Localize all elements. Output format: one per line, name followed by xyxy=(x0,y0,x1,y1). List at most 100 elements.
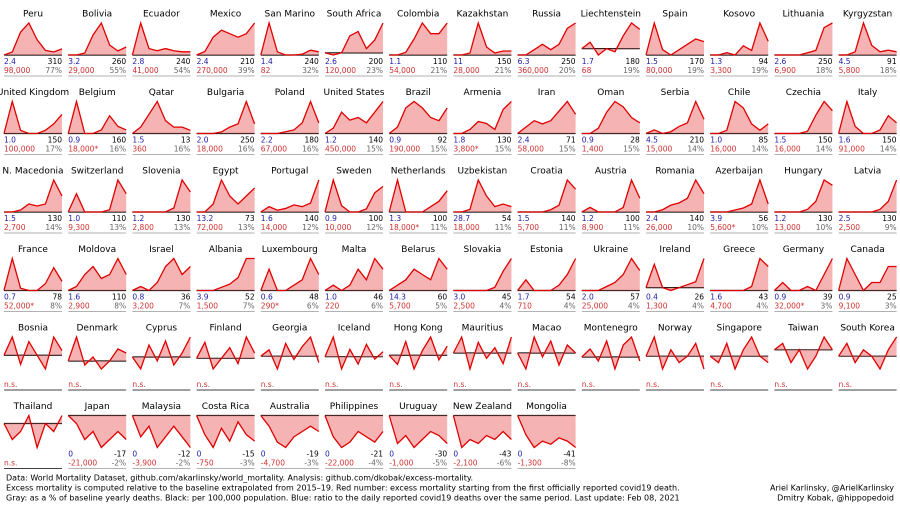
excess-area xyxy=(838,101,897,134)
excess-area xyxy=(389,23,448,55)
excess-pct: 15% xyxy=(559,145,576,154)
per-100k: -17 xyxy=(114,450,126,459)
per-100k: 150 xyxy=(48,136,63,145)
excess-deaths: 8,900 xyxy=(582,223,604,232)
excess-area xyxy=(4,180,62,212)
excess-area xyxy=(710,101,769,134)
excess-pct: 10% xyxy=(687,223,704,232)
excess-pct: 10% xyxy=(752,223,769,232)
excess-deaths: 120,000 xyxy=(325,66,356,75)
excess-pct: -8% xyxy=(561,459,576,468)
excess-line xyxy=(453,258,512,292)
excess-area xyxy=(453,23,512,55)
excess-pct: 16% xyxy=(238,145,255,154)
per-100k: 92 xyxy=(438,136,448,145)
ratio: 0.9 xyxy=(839,293,851,302)
excess-line xyxy=(774,179,833,213)
excess-deaths: 54,000 xyxy=(389,66,415,75)
excess-line xyxy=(68,21,127,56)
ratio: 2.2 xyxy=(261,136,273,145)
excess-line xyxy=(4,178,63,213)
per-100k: 57 xyxy=(630,293,640,302)
excess-line xyxy=(710,100,769,135)
excess-pct: 11% xyxy=(495,223,512,232)
excess-deaths: 6,900 xyxy=(774,66,796,75)
excess-deaths: 2,900 xyxy=(68,302,90,311)
excess-pct: 16% xyxy=(110,145,127,154)
excess-pct: 15% xyxy=(495,145,512,154)
excess-area xyxy=(4,101,62,134)
ratio: 4.5 xyxy=(839,57,851,66)
ratio: 0 xyxy=(518,450,523,459)
country-name: Ireland xyxy=(659,245,690,255)
country-name: N. Macedonia xyxy=(2,167,63,177)
credit: Ariel Karlinsky, @ArielKarlinsky xyxy=(770,484,894,493)
per-100k: 91 xyxy=(887,57,897,66)
country-name: Italy xyxy=(858,88,878,98)
excess-line xyxy=(67,98,127,135)
excess-area xyxy=(325,415,383,448)
excess-line xyxy=(453,178,512,213)
excess-deaths: 2,800 xyxy=(132,223,154,232)
excess-pct: 14% xyxy=(687,145,704,154)
excess-line xyxy=(452,335,513,372)
excess-deaths: 18,000* xyxy=(389,223,419,232)
excess-line xyxy=(710,178,769,213)
country-name: Hungary xyxy=(784,167,823,177)
excess-deaths: 1,500 xyxy=(197,302,219,311)
excess-area xyxy=(710,180,769,212)
per-100k: 130 xyxy=(48,214,63,223)
ratio: 0.9 xyxy=(582,136,594,145)
not-significant: n.s. xyxy=(261,380,274,389)
ratio: 1.5 xyxy=(646,57,658,66)
excess-deaths: 18,000* xyxy=(68,145,98,154)
country-name: Estonia xyxy=(530,245,563,255)
country-name: South Africa xyxy=(327,10,382,20)
per-100k: 130 xyxy=(176,214,191,223)
country-name: Switzerland xyxy=(71,167,124,177)
excess-area xyxy=(132,180,191,212)
per-100k: 210 xyxy=(690,136,705,145)
excess-line xyxy=(3,413,63,450)
excess-pct: 12% xyxy=(366,223,383,232)
excess-area xyxy=(581,258,640,291)
excess-pct: 11% xyxy=(431,223,448,232)
country-name: Finland xyxy=(210,324,242,334)
excess-area xyxy=(710,23,769,55)
excess-deaths: 67,000 xyxy=(261,145,287,154)
excess-deaths: 32,000* xyxy=(774,302,804,311)
excess-pct: 39% xyxy=(238,66,255,75)
excess-area xyxy=(4,337,62,369)
country-name: Hong Kong xyxy=(394,324,443,334)
ratio: 3.0 xyxy=(453,293,465,302)
not-significant: n.s. xyxy=(4,380,17,389)
excess-deaths: -2,100 xyxy=(453,459,477,468)
excess-area xyxy=(581,23,640,55)
excess-pct: 7% xyxy=(243,302,255,311)
ratio: 3.9 xyxy=(197,293,209,302)
ratio: 1.5 xyxy=(132,136,144,145)
per-100k: 54 xyxy=(502,214,512,223)
excess-deaths: 16,000 xyxy=(710,145,736,154)
per-100k: 130 xyxy=(497,136,512,145)
excess-line xyxy=(196,99,256,135)
excess-pct: 19% xyxy=(623,66,640,75)
not-significant: n.s. xyxy=(132,380,145,389)
excess-pct: 18% xyxy=(880,66,897,75)
excess-line xyxy=(453,20,512,56)
excess-area xyxy=(453,180,512,212)
excess-deaths: 14,000 xyxy=(261,223,287,232)
excess-pct: -4% xyxy=(368,459,383,468)
per-100k: 110 xyxy=(433,57,448,66)
ratio: 28.7 xyxy=(453,214,470,223)
ratio: 4.5 xyxy=(646,136,658,145)
excess-deaths: 710 xyxy=(518,302,533,311)
excess-pct: 8% xyxy=(114,302,126,311)
country-name: Luxembourg xyxy=(262,245,318,255)
excess-area xyxy=(325,337,383,369)
ratio: 0.6 xyxy=(261,293,273,302)
per-100k: 130 xyxy=(818,214,833,223)
excess-deaths: 5,800 xyxy=(839,66,861,75)
country-name: Malta xyxy=(342,245,367,255)
excess-area xyxy=(68,258,127,291)
